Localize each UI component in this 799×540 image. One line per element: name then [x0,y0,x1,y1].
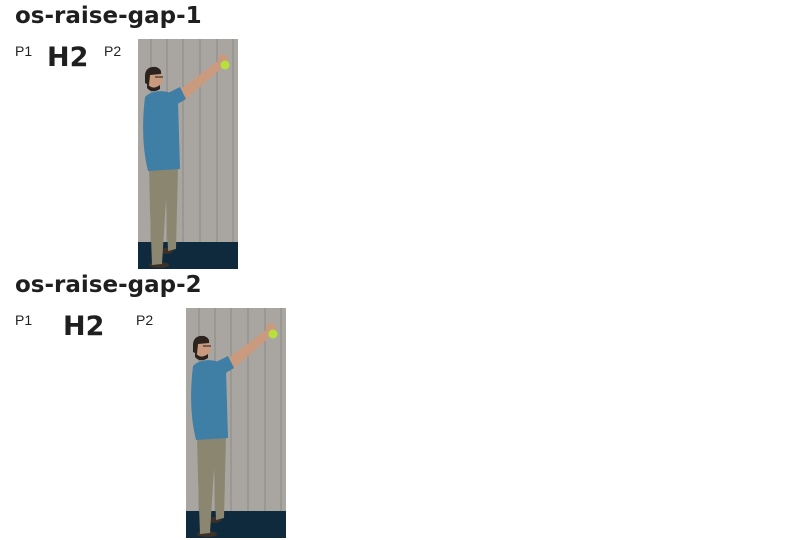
section-title-2: os-raise-gap-2 [15,272,202,298]
person-raising-arm-photo-icon [138,39,238,269]
p1-label-1: P1 [15,43,33,59]
p1-label-2: P1 [15,312,33,328]
section-title-1: os-raise-gap-1 [15,3,202,29]
p2-label-1: P2 [104,43,122,59]
h2-label-2: H2 [63,311,105,342]
h2-label-1: H2 [47,42,89,73]
p2-label-2: P2 [136,312,154,328]
person-raising-arm-photo-icon [186,308,286,538]
